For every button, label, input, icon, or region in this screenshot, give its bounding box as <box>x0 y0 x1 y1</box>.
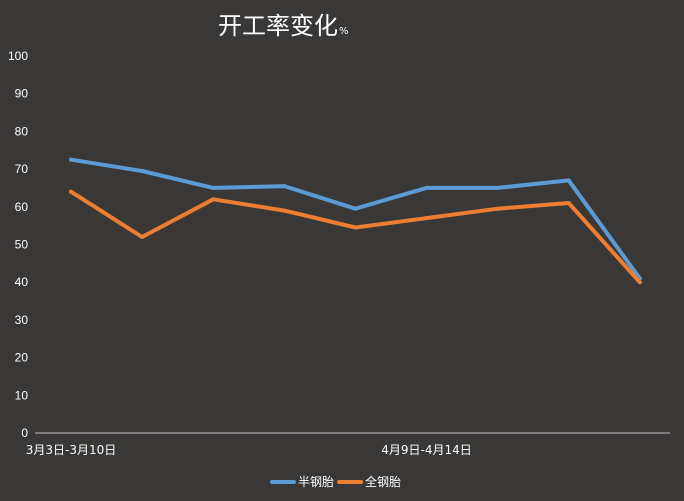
y-tick-label: 40 <box>15 275 29 289</box>
series-line-2 <box>69 189 642 285</box>
y-tick-label: 10 <box>15 388 29 402</box>
data-point <box>424 185 429 190</box>
y-tick-label: 80 <box>15 124 29 138</box>
data-point <box>353 206 358 211</box>
y-tick-label: 50 <box>15 238 29 252</box>
data-point <box>140 234 145 239</box>
x-tick-label: 4月9日-4月14日 <box>381 443 472 457</box>
y-tick-label: 70 <box>15 162 29 176</box>
data-point <box>353 225 358 230</box>
y-axis: 0 10 20 30 40 50 60 70 80 90 100 <box>8 49 28 440</box>
y-tick-label: 0 <box>21 426 28 440</box>
data-point <box>211 185 216 190</box>
y-tick-label: 20 <box>15 351 29 365</box>
chart-title: 开工率变化 <box>218 12 338 40</box>
y-tick-label: 90 <box>15 87 29 101</box>
chart-title-unit: % <box>339 26 349 37</box>
y-tick-label: 60 <box>15 200 29 214</box>
y-tick-label: 100 <box>8 49 28 63</box>
data-point <box>495 185 500 190</box>
data-point <box>211 197 216 202</box>
legend: 半钢胎 全钢胎 <box>270 474 401 489</box>
x-axis: 3月3日-3月10日 4月9日-4月14日 <box>26 432 670 457</box>
data-point <box>566 178 571 183</box>
y-tick-label: 30 <box>15 313 29 327</box>
data-point <box>637 280 642 285</box>
data-point <box>495 206 500 211</box>
data-point <box>69 157 73 162</box>
data-point <box>282 208 287 213</box>
series-line-1 <box>69 157 642 281</box>
legend-label: 全钢胎 <box>365 474 401 489</box>
data-point <box>140 168 145 173</box>
data-point <box>566 201 571 206</box>
x-tick-label: 3月3日-3月10日 <box>26 443 117 457</box>
data-point <box>282 184 287 189</box>
plot-area <box>69 157 642 285</box>
data-point <box>424 216 429 221</box>
legend-label: 半钢胎 <box>298 475 334 489</box>
data-point <box>69 189 73 194</box>
